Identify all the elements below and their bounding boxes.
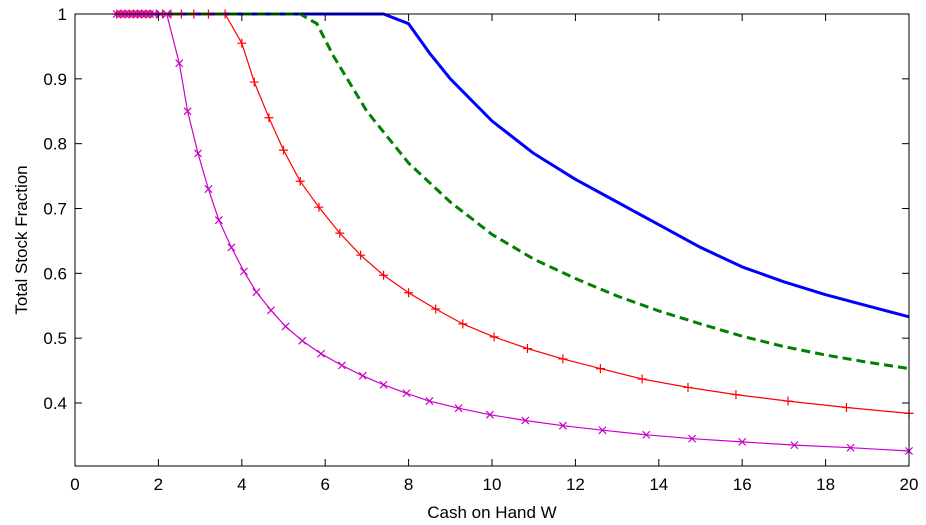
data-point-marker (317, 349, 326, 358)
data-point-marker (841, 403, 851, 413)
data-point-marker (598, 426, 607, 435)
data-point-marker (731, 390, 741, 400)
x-tick-label: 18 (816, 475, 835, 494)
data-point-marker (379, 270, 389, 280)
x-tick-label: 16 (733, 475, 752, 494)
data-point-marker (337, 361, 346, 370)
series-2 (116, 12, 910, 371)
series-line (116, 13, 910, 414)
data-point-marker (356, 250, 366, 260)
data-point-marker (558, 421, 567, 430)
data-point-marker (281, 322, 290, 331)
x-tick-label: 0 (70, 475, 79, 494)
data-point-marker (846, 443, 855, 452)
y-tick-label: 0.6 (43, 264, 67, 283)
data-point-marker (266, 306, 276, 315)
data-point-marker (252, 288, 261, 297)
x-tick-label: 6 (320, 475, 329, 494)
x-tick-label: 14 (649, 475, 668, 494)
data-point-marker (279, 145, 288, 155)
y-tick-label: 0.9 (43, 70, 67, 89)
data-point-marker (485, 410, 494, 419)
data-point-marker (790, 441, 799, 450)
x-axis-title: Cash on Hand W (427, 503, 556, 522)
data-point-marker (738, 437, 747, 446)
series-line (116, 12, 910, 319)
x-tick-label: 4 (237, 475, 246, 494)
data-point-marker (425, 397, 434, 406)
series-4 (112, 9, 914, 456)
data-point-marker (783, 396, 793, 406)
data-point-marker (558, 354, 568, 364)
data-point-marker (183, 107, 192, 116)
data-point-marker (358, 371, 367, 380)
data-point-marker (227, 243, 236, 252)
data-point-marker (204, 185, 213, 194)
data-point-marker (214, 216, 223, 225)
series-line (116, 13, 910, 452)
y-tick-label: 0.7 (43, 200, 67, 219)
tick-layer: 0 2 4 6 8 10 12 14 16 18 20 0.4 0.5 0.6 0.7 0.8 0.9 1 (43, 5, 918, 494)
data-point-marker (454, 404, 463, 413)
series-3 (112, 9, 914, 418)
data-point-marker (404, 288, 414, 298)
data-point-marker (239, 267, 248, 276)
data-point-marker (642, 430, 651, 439)
data-point-marker (193, 149, 203, 158)
data-point-marker (522, 344, 532, 354)
data-point-marker (237, 38, 247, 48)
data-point-marker (402, 389, 411, 398)
data-point-marker (335, 228, 345, 238)
data-point-marker (314, 202, 324, 212)
data-point-marker (298, 336, 307, 345)
y-axis-title: Total Stock Fraction (12, 165, 31, 314)
y-tick-label: 1 (58, 5, 67, 24)
y-tick-label: 0.5 (43, 329, 67, 348)
data-point-marker (637, 374, 647, 384)
y-tick-label: 0.8 (43, 135, 67, 154)
x-tick-label: 8 (404, 475, 413, 494)
data-point-marker (295, 176, 305, 186)
data-point-marker (175, 59, 184, 68)
data-point-marker (431, 304, 441, 314)
x-tick-label: 2 (154, 475, 163, 494)
y-tick-label: 0.4 (43, 394, 67, 413)
data-point-marker (249, 77, 259, 87)
data-point-marker (683, 382, 693, 392)
plot-area-frame (74, 13, 910, 467)
series-layer (112, 9, 914, 456)
data-point-marker (595, 364, 605, 374)
series-line (116, 12, 910, 371)
x-tick-label: 12 (566, 475, 585, 494)
x-tick-label: 10 (483, 475, 502, 494)
data-point-marker (264, 113, 274, 123)
data-point-marker (379, 380, 388, 389)
data-point-marker (489, 332, 499, 342)
series-1 (116, 12, 910, 319)
x-tick-label: 20 (900, 475, 919, 494)
data-point-marker (688, 434, 697, 443)
data-point-marker (521, 416, 530, 425)
data-point-marker (458, 319, 468, 329)
